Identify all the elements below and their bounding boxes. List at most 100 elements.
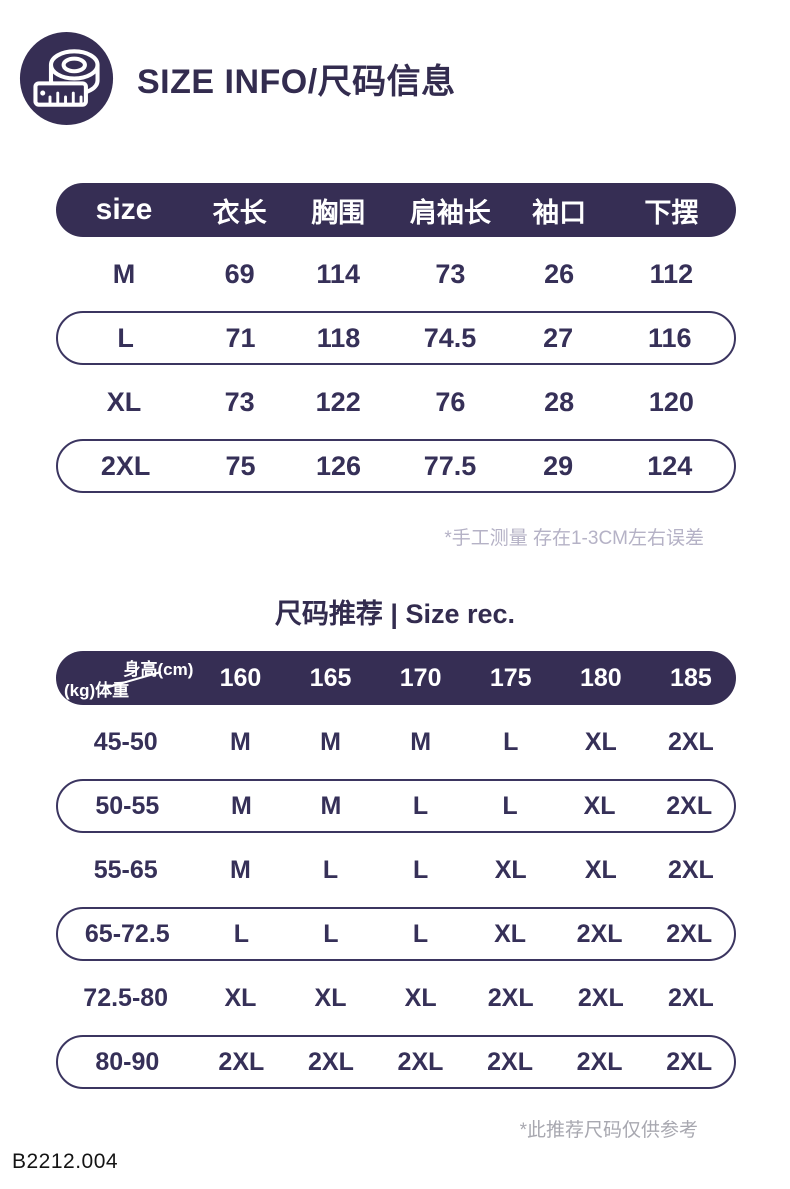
recommended-size-cell: 2XL <box>218 1047 265 1076</box>
size-table-header-cell: 衣长 <box>212 197 267 228</box>
size-label-cell: L <box>117 322 134 353</box>
size-table-row: 2XL 75 126 77.5 29 124 <box>56 439 736 493</box>
recommended-size-cell: XL <box>494 919 527 948</box>
measurement-cell: 29 <box>543 450 574 481</box>
recommended-size-cell: 2XL <box>666 919 713 948</box>
height-header-cell: 160 <box>219 663 262 692</box>
recommended-size-cell: 2XL <box>576 919 623 948</box>
measurement-cell: 75 <box>225 450 256 481</box>
recommended-size-cell: 2XL <box>487 1047 533 1076</box>
measurement-cell: 114 <box>316 258 360 289</box>
rec-table-row: 80-90 2XL 2XL 2XL 2XL 2XL 2XL <box>56 1035 736 1089</box>
weight-range-cell: 45-50 <box>93 727 158 756</box>
measurement-cell: 27 <box>543 322 574 353</box>
recommended-size-cell: 2XL <box>487 983 534 1012</box>
recommended-size-cell: 2XL <box>667 727 714 756</box>
height-header-cell: 185 <box>670 663 712 692</box>
size-table: size 衣长 胸围 肩袖长 袖口 下摆 M 69 114 73 26 112 L 71 118 74.5 2… <box>56 183 736 550</box>
size-rec-title: 尺码推荐 | Size rec. <box>274 599 516 629</box>
height-header-cell: 170 <box>399 663 442 692</box>
recommended-size-cell: XL <box>224 983 257 1012</box>
measurement-cell: 122 <box>315 386 361 417</box>
size-table-row: XL 73 122 76 28 120 <box>56 375 736 429</box>
measurement-cell: 77.5 <box>423 450 477 481</box>
recommended-size-cell: M <box>410 727 432 756</box>
size-table-header-cell: 袖口 <box>532 197 587 228</box>
size-label-cell: XL <box>106 386 142 417</box>
page-title: SIZE INFO/尺码信息 <box>137 63 456 101</box>
tape-measure-icon <box>18 30 115 127</box>
measurement-cell: 118 <box>316 322 361 353</box>
recommended-size-cell: 2XL <box>577 983 624 1012</box>
recommended-size-cell: 2XL <box>576 1047 623 1076</box>
height-header-cell: 165 <box>309 663 352 692</box>
recommended-size-cell: L <box>412 855 429 884</box>
weight-range-cell: 65-72.5 <box>84 919 170 948</box>
recommended-size-cell: XL <box>404 983 437 1012</box>
measurement-cell: 116 <box>647 322 692 353</box>
height-weight-corner-cell: 身高(cm) (kg)体重 <box>56 651 195 705</box>
size-table-header-cell: 肩袖长 <box>409 197 491 228</box>
height-header-cell: 175 <box>489 663 532 692</box>
measurement-cell: 69 <box>224 258 255 289</box>
recommend-note: *此推荐尺码仅供参考 <box>519 1120 698 1141</box>
weight-range-cell: 72.5-80 <box>83 983 169 1012</box>
size-label-cell: M <box>112 258 136 289</box>
recommended-size-cell: M <box>230 727 251 756</box>
size-recommend-table: 身高(cm) (kg)体重 160 165 170 175 180 185 45-50 M M… <box>56 651 736 1142</box>
measurement-cell: 124 <box>647 450 693 481</box>
measurement-cell: 26 <box>544 258 575 289</box>
recommended-size-cell: XL <box>583 791 616 820</box>
rec-table-header-row: 身高(cm) (kg)体重 160 165 170 175 180 185 <box>56 651 736 705</box>
recommended-size-cell: 2XL <box>667 855 714 884</box>
size-table-header-cell: size <box>95 193 153 226</box>
recommended-size-cell: 2XL <box>307 1047 354 1076</box>
measure-note: *手工测量 存在1-3CM左右误差 <box>444 528 704 549</box>
height-header-cell: 180 <box>579 663 622 692</box>
recommended-size-cell: M <box>230 791 252 820</box>
rec-table-row: 65-72.5 L L L XL 2XL 2XL <box>56 907 736 961</box>
page-header: SIZE INFO/尺码信息 <box>0 0 790 127</box>
rec-table-row: 50-55 M M L L XL 2XL <box>56 779 736 833</box>
recommended-size-cell: L <box>412 919 429 948</box>
product-code: B2212.004 <box>12 1150 119 1173</box>
measurement-cell: 28 <box>544 386 575 417</box>
size-table-body: M 69 114 73 26 112 L 71 118 74.5 27 116 XL 73 122 76 28 1… <box>56 247 736 493</box>
measurement-cell: 73 <box>224 386 255 417</box>
recommended-size-cell: XL <box>584 855 617 884</box>
recommended-size-cell: L <box>503 727 519 756</box>
measurement-cell: 73 <box>435 258 466 289</box>
measurement-cell: 126 <box>315 450 362 481</box>
recommended-size-cell: XL <box>314 983 347 1012</box>
size-table-header-cell: 胸围 <box>311 197 366 228</box>
weight-range-cell: 55-65 <box>93 855 158 884</box>
measurement-cell: 76 <box>435 386 466 417</box>
recommended-size-cell: 2XL <box>397 1047 444 1076</box>
weight-range-cell: 80-90 <box>95 1047 160 1076</box>
recommended-size-cell: 2XL <box>667 983 714 1012</box>
recommended-size-cell: 2XL <box>666 1047 713 1076</box>
size-table-row: M 69 114 73 26 112 <box>56 247 736 301</box>
rec-table-body: 45-50 M M M L XL 2XL 50-55 M M L L XL 2XL 55-65 M L L XL XL… <box>56 715 736 1089</box>
rec-table-row: 55-65 M L L XL XL 2XL <box>56 843 736 897</box>
recommended-size-cell: M <box>320 727 341 756</box>
weight-range-cell: 50-55 <box>95 791 160 820</box>
measurement-cell: 71 <box>225 322 256 353</box>
recommended-size-cell: L <box>233 919 249 948</box>
size-label-cell: 2XL <box>100 450 151 481</box>
measurement-cell: 112 <box>649 258 694 289</box>
recommended-size-cell: M <box>320 791 342 820</box>
recommended-size-cell: 2XL <box>666 791 713 820</box>
size-table-header-cell: 下摆 <box>644 197 699 228</box>
weight-unit-label: (kg)体重 <box>64 681 130 700</box>
rec-table-row: 72.5-80 XL XL XL 2XL 2XL 2XL <box>56 971 736 1025</box>
recommended-size-cell: XL <box>494 855 527 884</box>
height-unit-label: 身高(cm) <box>123 660 194 679</box>
recommended-size-cell: XL <box>584 727 617 756</box>
recommended-size-cell: L <box>323 919 339 948</box>
size-table-header-row: size 衣长 胸围 肩袖长 袖口 下摆 <box>56 183 736 237</box>
recommended-size-cell: L <box>322 855 339 884</box>
measurement-cell: 120 <box>648 386 694 417</box>
recommended-size-cell: M <box>230 855 251 884</box>
